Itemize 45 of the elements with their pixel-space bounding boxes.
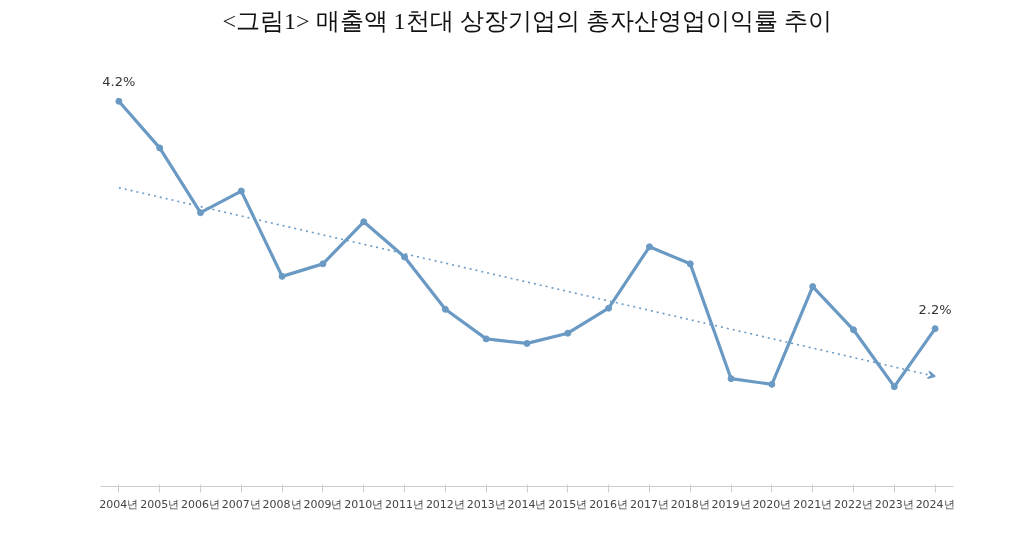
x-tick-label: 2009년 xyxy=(303,497,343,511)
point xyxy=(237,187,245,195)
x-tick-label: 2010년 xyxy=(344,497,384,511)
point xyxy=(931,325,939,333)
point xyxy=(809,283,817,291)
x-tick-label: 2004년 xyxy=(99,497,139,511)
point xyxy=(319,260,327,268)
x-tick-label: 2014년 xyxy=(507,497,547,511)
point xyxy=(605,304,613,312)
x-tick-label: 2023년 xyxy=(874,497,914,511)
x-tick-label: 2012년 xyxy=(425,497,465,511)
point xyxy=(115,97,123,105)
x-tick-label: 2024년 xyxy=(915,497,955,511)
x-tick-label: 2016년 xyxy=(589,497,629,511)
x-tick-label: 2007년 xyxy=(221,497,261,511)
point xyxy=(278,272,286,280)
x-tick-label: 2022년 xyxy=(834,497,874,511)
point xyxy=(727,375,735,383)
chart-title: <그림1> 매출액 1천대 상장기업의 총자산영업이익률 추이 xyxy=(222,7,832,34)
point xyxy=(768,380,776,388)
x-tick-label: 2018년 xyxy=(670,497,710,511)
point xyxy=(156,144,164,152)
point xyxy=(645,243,653,251)
x-tick-label: 2017년 xyxy=(629,497,669,511)
x-tick-label: 2021년 xyxy=(793,497,833,511)
point xyxy=(360,218,368,226)
point xyxy=(686,260,694,268)
x-tick-label: 2005년 xyxy=(140,497,180,511)
point xyxy=(482,335,490,343)
point xyxy=(401,253,409,261)
point xyxy=(890,383,898,391)
x-tick-label: 2006년 xyxy=(181,497,220,511)
point xyxy=(441,305,449,313)
point xyxy=(523,339,531,347)
x-tick-label: 2011년 xyxy=(385,497,425,511)
x-tick-label: 2019년 xyxy=(711,497,751,511)
point xyxy=(850,326,858,334)
x-tick-label: 2015년 xyxy=(548,497,588,511)
x-tick-label: 2020년 xyxy=(752,497,792,511)
data-label: 2.2% xyxy=(918,301,952,317)
data-label: 4.2% xyxy=(102,74,136,90)
point xyxy=(564,329,572,337)
x-tick-label: 2008년 xyxy=(262,497,302,511)
x-tick-label: 2013년 xyxy=(466,497,506,511)
point xyxy=(196,209,204,217)
